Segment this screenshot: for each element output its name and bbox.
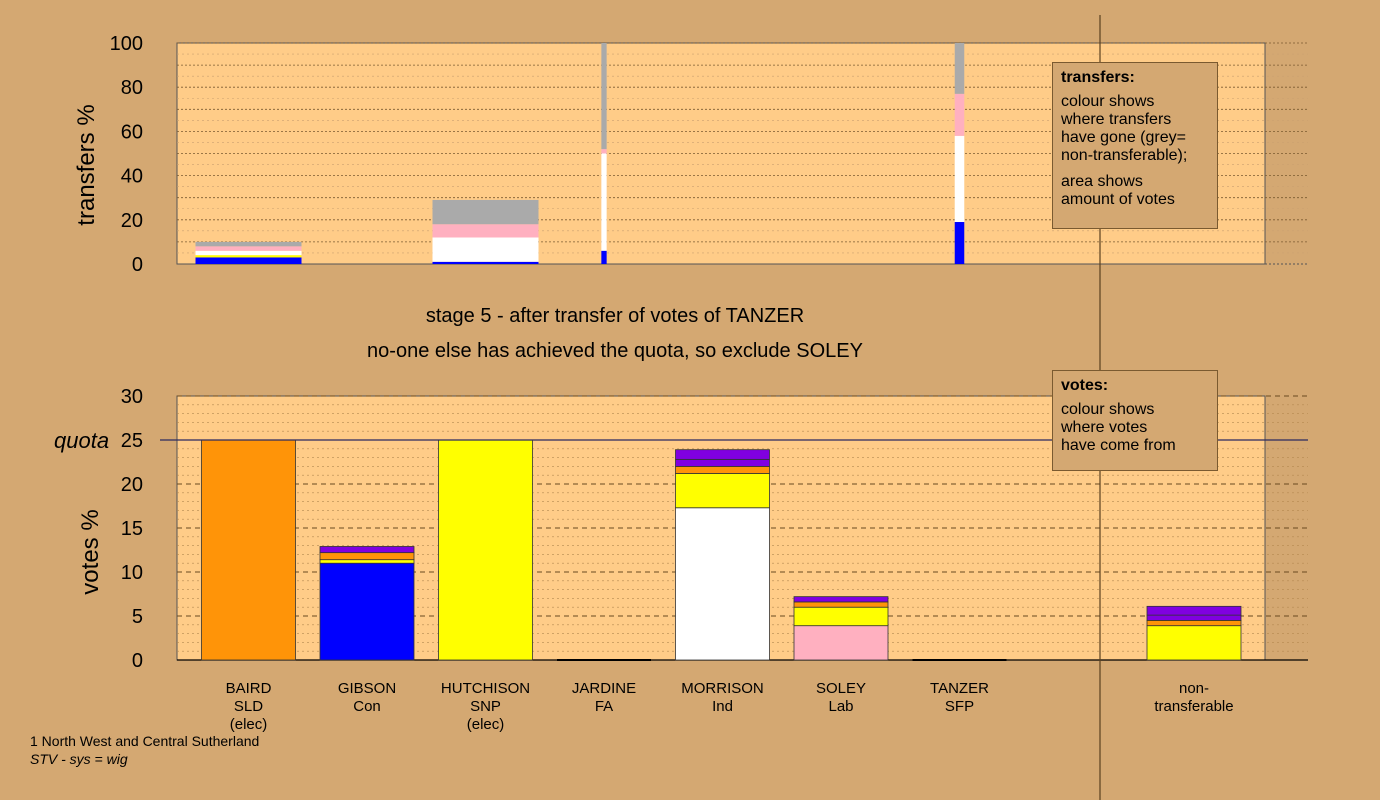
transfers-y-axis-label: transfers % — [73, 104, 100, 225]
votes-y-tick-label: 10 — [121, 562, 143, 584]
vote-bar-segment — [675, 473, 770, 509]
footer-system: STV - sys = wig — [30, 751, 128, 767]
legend-transfers-line: where transfers — [1061, 111, 1172, 128]
vote-bar-segment — [1146, 625, 1242, 661]
vote-bar-segment — [319, 552, 415, 561]
footer-constituency: 1 North West and Central Sutherland — [30, 733, 260, 749]
transfer-bar-segment — [195, 246, 302, 251]
transfer-bar-segment — [954, 93, 965, 136]
legend-transfers-title: transfers: — [1061, 69, 1135, 86]
transfers-y-tick-label: 100 — [110, 33, 143, 55]
transfer-bar-segment — [601, 250, 607, 264]
vote-bar-segment — [793, 601, 889, 608]
candidate-label: FA — [595, 698, 613, 715]
vote-bar-segment — [675, 458, 770, 467]
votes-y-tick-label: 5 — [132, 606, 143, 628]
candidate-label: non- — [1179, 680, 1209, 697]
transfer-bar-segment — [195, 241, 302, 247]
candidate-label: GIBSON — [338, 680, 396, 697]
vote-bar-segment — [675, 465, 770, 474]
candidate-label: SFP — [945, 698, 974, 715]
legend-votes-line: where votes — [1061, 419, 1148, 436]
candidate-label: SOLEY — [816, 680, 866, 697]
vote-bar-segment — [793, 606, 889, 627]
legend-transfers-line: non-transferable); — [1061, 147, 1188, 164]
legend-transfers-line: amount of votes — [1061, 191, 1175, 208]
vote-bar-segment — [1146, 614, 1242, 621]
vote-bar-segment — [319, 546, 415, 554]
candidate-label: SNP — [470, 698, 501, 715]
transfer-bar-segment — [432, 224, 539, 238]
candidate-label: TANZER — [930, 680, 989, 697]
votes-y-axis-label: votes % — [77, 509, 104, 594]
candidate-label: Ind — [712, 698, 733, 715]
legend-votes-line: have come from — [1061, 437, 1176, 454]
legend-votes: votes: colour shows where votes have com… — [1052, 370, 1218, 471]
candidate-label: (elec) — [230, 716, 268, 733]
candidate-label: BAIRD — [226, 680, 272, 697]
vote-bar-segment — [793, 625, 889, 661]
candidate-label: MORRISON — [681, 680, 764, 697]
transfer-bar-segment — [954, 43, 965, 94]
stage-subtitle: no-one else has achieved the quota, so e… — [367, 340, 863, 362]
transfers-y-tick-label: 80 — [121, 77, 143, 99]
vote-bar-segment — [1146, 620, 1242, 627]
candidate-label: JARDINE — [572, 680, 636, 697]
vote-bar-segment — [438, 439, 533, 661]
transfer-bar-segment — [432, 237, 539, 262]
vote-bar-segment — [319, 559, 415, 564]
legend-votes-line: colour shows — [1061, 401, 1155, 418]
vote-bar-segment — [793, 596, 889, 603]
votes-y-tick-label: 20 — [121, 474, 143, 496]
vote-bar-segment — [675, 507, 770, 661]
candidate-label: SLD — [234, 698, 263, 715]
candidate-label: (elec) — [467, 716, 505, 733]
transfer-bar-segment — [954, 135, 965, 223]
vote-bar-segment — [1146, 605, 1242, 616]
transfer-bar-segment — [195, 255, 302, 258]
candidate-label: Con — [353, 698, 381, 715]
transfers-y-tick-label: 40 — [121, 166, 143, 188]
quota-label: quota — [54, 428, 109, 453]
transfer-bar-segment — [954, 222, 965, 264]
transfer-bar-segment — [601, 149, 607, 154]
transfer-bar-segment — [195, 250, 302, 256]
votes-y-tick-label: 30 — [121, 386, 143, 408]
legend-transfers-line: area shows — [1061, 173, 1143, 190]
legend-transfers-line: colour shows — [1061, 93, 1155, 110]
candidate-label: Lab — [828, 698, 853, 715]
transfers-y-tick-label: 0 — [132, 254, 143, 276]
vote-bar-segment — [319, 562, 415, 661]
votes-y-tick-label: 0 — [132, 650, 143, 672]
vote-bar-segment — [201, 439, 296, 661]
legend-transfers: transfers: colour shows where transfers … — [1052, 62, 1218, 229]
legend-votes-title: votes: — [1061, 377, 1109, 394]
legend-transfers-line: have gone (grey= — [1061, 129, 1186, 146]
votes-y-tick-label: 25 — [121, 430, 143, 452]
transfer-bar-segment — [195, 257, 302, 264]
stage-title: stage 5 - after transfer of votes of TAN… — [425, 305, 805, 327]
vote-bar-segment — [675, 449, 770, 460]
candidate-label: transferable — [1154, 698, 1233, 715]
candidate-label: HUTCHISON — [441, 680, 530, 697]
transfer-bar-segment — [601, 43, 607, 150]
votes-y-tick-label: 15 — [121, 518, 143, 540]
transfer-bar-segment — [601, 153, 607, 251]
transfers-y-tick-label: 60 — [121, 121, 143, 143]
transfer-bar-segment — [432, 199, 539, 225]
transfer-bar-segment — [432, 261, 539, 264]
transfers-y-tick-label: 20 — [121, 210, 143, 232]
